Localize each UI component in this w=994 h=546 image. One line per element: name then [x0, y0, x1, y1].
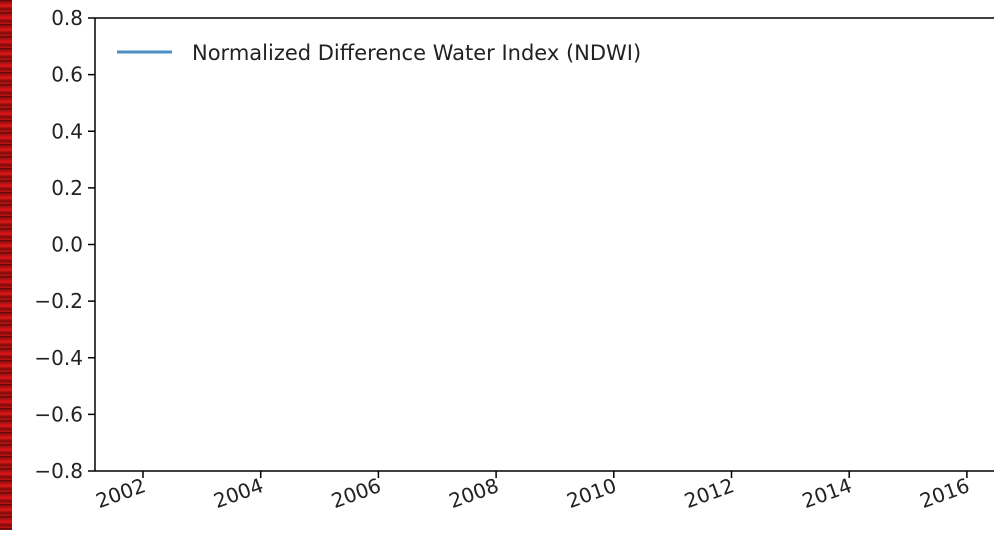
- x-tick-label: 2006: [328, 473, 384, 513]
- y-tick-label: 0.4: [51, 119, 83, 143]
- y-tick-label: 0.0: [51, 233, 83, 257]
- x-axis-ticks: 2002 2004 2006 2008 2010 2012 2014 2016: [93, 471, 973, 513]
- background-satellite-image-edge: [0, 0, 12, 530]
- y-tick-label: −0.2: [34, 289, 83, 313]
- y-tick-label: 0.6: [51, 63, 83, 87]
- x-tick-label: 2004: [210, 473, 266, 513]
- x-tick-label: 2002: [93, 473, 149, 513]
- y-tick-label: −0.4: [34, 346, 83, 370]
- x-tick-label: 2012: [681, 473, 737, 513]
- x-tick-label: 2008: [446, 473, 502, 513]
- y-tick-label: 0.8: [51, 6, 83, 30]
- x-tick-label: 2014: [799, 473, 855, 513]
- y-tick-label: −0.8: [34, 459, 83, 483]
- y-tick-label: 0.2: [51, 176, 83, 200]
- legend: Normalized Difference Water Index (NDWI): [117, 41, 641, 65]
- x-tick-label: 2010: [563, 473, 619, 513]
- y-tick-label: −0.6: [34, 402, 83, 426]
- x-tick-label: 2016: [917, 473, 973, 513]
- plot-axes: [94, 17, 994, 472]
- y-axis-ticks: 0.8 0.6 0.4 0.2 0.0 −0.2 −0.4 −0.6 −0.8: [34, 6, 95, 483]
- legend-label: Normalized Difference Water Index (NDWI): [192, 41, 641, 65]
